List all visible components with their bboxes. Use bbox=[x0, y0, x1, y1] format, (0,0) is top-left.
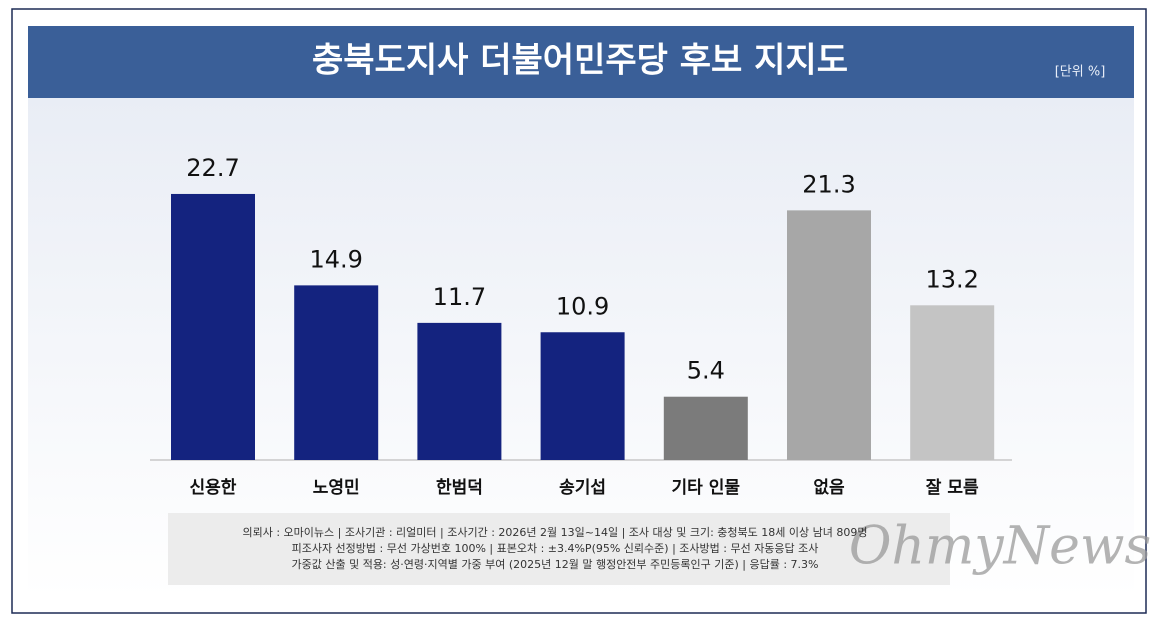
value-label: 14.9 bbox=[309, 245, 362, 273]
note: 의뢰사 : 오마이뉴스 | 조사기관 : 리얼미터 | 조사기간 : 2026년… bbox=[243, 525, 868, 539]
category-label: 기타 인물 bbox=[672, 478, 741, 498]
category-label: 없음 bbox=[813, 478, 845, 498]
bar bbox=[171, 193, 255, 460]
value-label: 11.7 bbox=[433, 283, 486, 311]
category-label: 한범덕 bbox=[436, 478, 483, 498]
note: 가중값 산출 및 적용: 성·연령·지역별 가중 부여 (2025년 12월 말… bbox=[291, 558, 818, 571]
notes-box bbox=[168, 513, 950, 585]
value-label: 10.9 bbox=[556, 292, 609, 320]
note: 피조사자 선정방법 : 무선 가상번호 100% | 표본오차 : ±3.4%P… bbox=[292, 542, 819, 555]
unit-label: [단위 %] bbox=[1055, 65, 1106, 80]
category-label: 송기섭 bbox=[559, 478, 606, 498]
value-label: 5.4 bbox=[687, 357, 725, 385]
value-label: 22.7 bbox=[186, 154, 239, 182]
bar bbox=[663, 396, 748, 460]
category-label: 신용한 bbox=[190, 478, 237, 498]
value-label: 21.3 bbox=[802, 170, 855, 198]
bar bbox=[910, 305, 995, 460]
watermark: OhmyNews bbox=[849, 517, 1151, 577]
category-label: 잘 모름 bbox=[926, 477, 979, 498]
value-label: 13.2 bbox=[925, 265, 978, 293]
bar bbox=[417, 322, 502, 460]
category-label: 노영민 bbox=[313, 478, 360, 498]
bar bbox=[294, 285, 379, 460]
title-band bbox=[28, 26, 1134, 98]
bar bbox=[540, 332, 625, 460]
chart-title: 충북도지사 더불어민주당 후보 지지도 bbox=[312, 41, 848, 81]
bar bbox=[787, 210, 871, 460]
